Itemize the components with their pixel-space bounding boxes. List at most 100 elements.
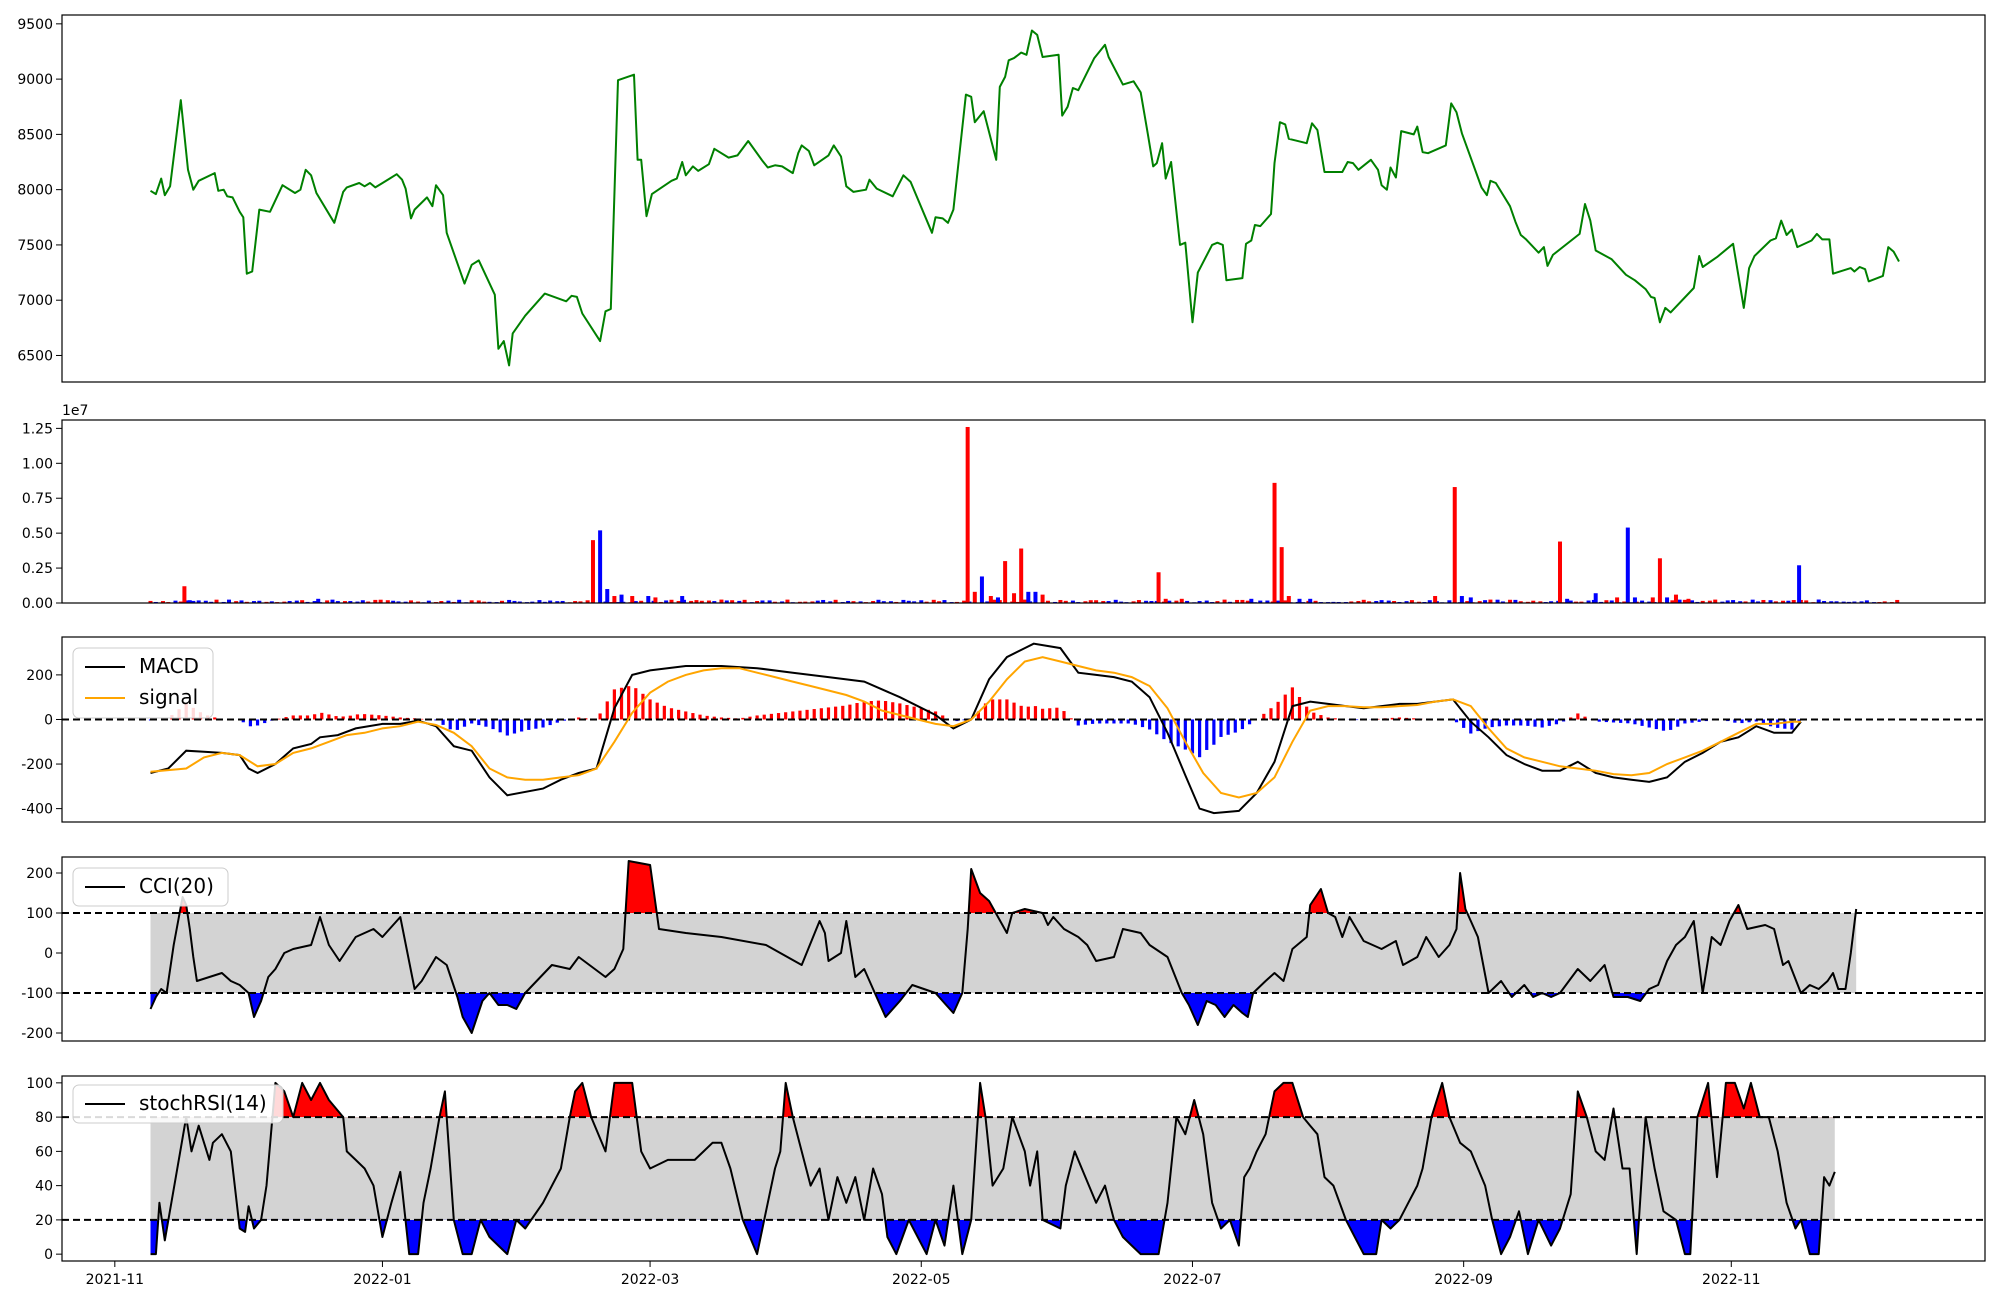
- x-tick-label: 2022-07: [1163, 1272, 1222, 1288]
- volume-bar: [1349, 601, 1354, 603]
- volume-bar: [476, 600, 481, 603]
- volume-bar: [1101, 601, 1106, 603]
- macd-hist-bar: [1326, 717, 1330, 720]
- macd-hist-bar: [213, 717, 217, 720]
- x-tick-label: 2022-01: [353, 1272, 412, 1288]
- macd-hist-bar: [1768, 719, 1773, 727]
- macd-hist-bar: [812, 709, 816, 720]
- volume-bar: [1083, 601, 1088, 603]
- volume-bar: [1829, 601, 1834, 603]
- volume-bar: [1791, 600, 1796, 603]
- volume-bar: [1245, 600, 1250, 603]
- volume-bar: [1859, 601, 1864, 603]
- volume-bar: [1690, 600, 1695, 603]
- macd-hist-bar: [527, 719, 531, 730]
- macd-hist-bar: [1490, 719, 1494, 728]
- macd-hist-bar: [1240, 719, 1245, 730]
- stochrsi-legend-label: stochRSI(14): [139, 1091, 267, 1115]
- volume-bar: [1500, 601, 1505, 603]
- volume-bar: [1026, 591, 1031, 603]
- macd-hist-bar: [263, 719, 267, 724]
- volume-bar: [1215, 601, 1220, 603]
- y-tick-label: 9000: [17, 72, 53, 88]
- y-axis: -200 -100 0 100 200: [21, 866, 62, 1042]
- macd-hist-bar: [320, 712, 324, 720]
- volume-bar: [1094, 600, 1099, 603]
- y-tick-label: 60: [35, 1144, 53, 1160]
- macd-hist-bar: [619, 687, 624, 720]
- macd-hist-bar: [1012, 702, 1016, 720]
- macd-hist-bar: [1155, 719, 1159, 735]
- y-tick-label: -400: [21, 802, 53, 818]
- macd-hist-bar: [1733, 719, 1737, 723]
- macd-hist-bar: [912, 706, 916, 720]
- volume-bar: [512, 600, 517, 603]
- volume-bar: [924, 601, 929, 603]
- macd-hist-bar: [776, 713, 781, 720]
- macd-hist-bar: [577, 717, 581, 720]
- volume-bar: [396, 601, 401, 603]
- macd-hist-bar: [662, 705, 666, 720]
- volume-bar: [1477, 601, 1482, 603]
- volume-bar: [1386, 600, 1391, 603]
- macd-hist-bar: [1112, 719, 1116, 724]
- volume-bar: [1673, 594, 1678, 603]
- macd-hist-bar: [1497, 719, 1501, 727]
- macd-hist-bar: [277, 718, 281, 720]
- volume-bar: [1465, 601, 1470, 603]
- macd-hist-bar: [327, 714, 331, 720]
- volume-bar: [1374, 601, 1379, 603]
- volume-bar: [227, 599, 232, 603]
- volume-bar: [1640, 600, 1645, 603]
- macd-hist-bar: [1219, 719, 1223, 737]
- macd-hist-bar: [1198, 719, 1202, 758]
- macd-hist-bar: [1519, 719, 1523, 726]
- y-tick-label: 0.25: [22, 561, 53, 577]
- volume-bar: [1144, 600, 1149, 603]
- volume-bar: [187, 600, 192, 603]
- macd-hist-bar: [1747, 719, 1751, 723]
- y-tick-label: -100: [21, 986, 53, 1002]
- volume-bar: [1670, 600, 1675, 603]
- volume-bar: [689, 600, 694, 603]
- volume-bar: [160, 601, 165, 603]
- volume-bar: [797, 601, 802, 603]
- macd-hist-bar: [1040, 708, 1045, 720]
- volume-bar: [257, 600, 262, 603]
- macd-hist-bar: [1469, 719, 1473, 734]
- macd-hist-bar: [712, 716, 716, 720]
- macd-hist-bar: [1262, 713, 1266, 720]
- y-axis: 6500 7000 7500 8000 8500 9000 9500: [17, 17, 62, 364]
- macd-hist-bar: [1305, 706, 1309, 720]
- volume-bar: [646, 596, 651, 603]
- volume-bar: [348, 601, 353, 603]
- volume-bar: [680, 596, 685, 603]
- macd-hist-bar: [520, 719, 524, 732]
- volume-bar: [1163, 598, 1168, 603]
- volume-bar: [1361, 599, 1366, 603]
- volume-bar: [1265, 600, 1270, 603]
- volume-bar: [1131, 601, 1136, 603]
- y-tick-label: 80: [35, 1110, 53, 1126]
- y-tick-label: 7000: [17, 293, 53, 309]
- macd-hist-bar: [1247, 719, 1252, 725]
- volume-bar: [378, 599, 383, 603]
- stochrsi-legend: stochRSI(14): [72, 1084, 284, 1124]
- macd-hist-bar: [1397, 717, 1402, 720]
- macd-hist-bar: [876, 700, 881, 720]
- macd-hist-bar: [691, 713, 695, 720]
- volume-bar: [1565, 598, 1570, 603]
- macd-hist-bar: [1633, 719, 1637, 725]
- volume-bar: [1468, 597, 1473, 603]
- volume-bar: [312, 601, 317, 603]
- macd-hist-bar: [1019, 705, 1023, 720]
- macd-hist-bar: [291, 715, 295, 720]
- volume-bar: [730, 600, 735, 603]
- y-axis: 0 20 40 60 80 100: [26, 1076, 62, 1263]
- macd-hist-bar: [1683, 719, 1687, 724]
- macd-hist-bar: [941, 715, 945, 720]
- volume-bar: [335, 601, 340, 603]
- macd-hist-bar: [484, 719, 488, 727]
- volume-bar: [239, 600, 244, 603]
- macd-hist-bar: [1604, 719, 1608, 723]
